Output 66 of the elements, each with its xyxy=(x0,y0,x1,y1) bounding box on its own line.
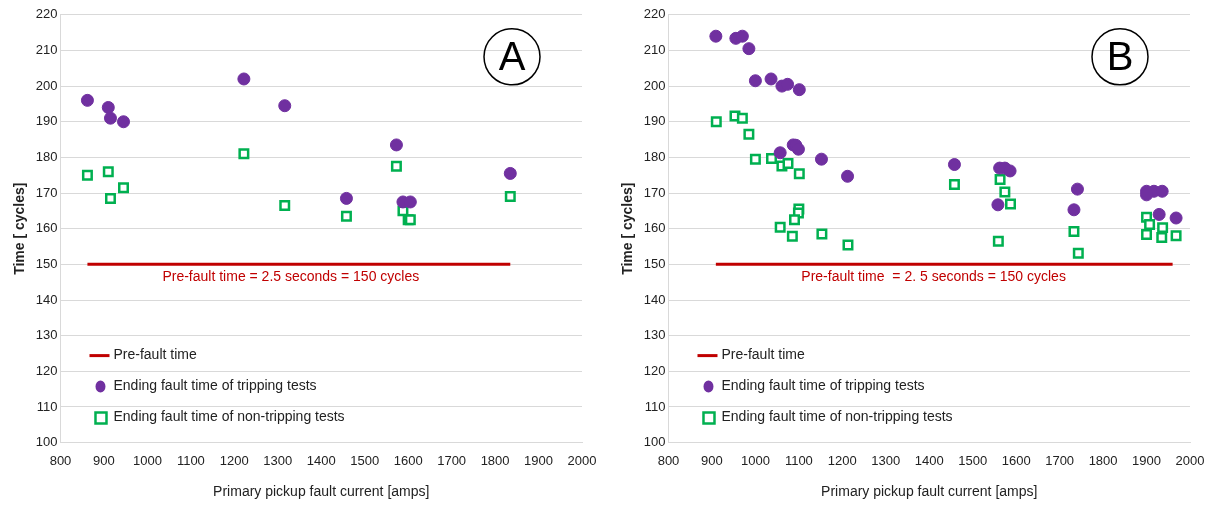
x-axis-title: Primary pickup fault current [amps] xyxy=(213,483,430,500)
legend-label: Pre-fault time xyxy=(113,346,197,363)
x-tick-label: 1000 xyxy=(740,452,770,468)
y-tick-label: 130 xyxy=(35,327,58,343)
x-tick-label: 1200 xyxy=(827,452,857,468)
y-tick-label: 140 xyxy=(35,291,58,307)
x-tick-label: 1300 xyxy=(871,452,901,468)
x-tick-label: 900 xyxy=(93,452,115,468)
y-tick-label: 160 xyxy=(35,220,58,236)
x-tick-label: 1800 xyxy=(1088,452,1118,468)
annotation: B xyxy=(1106,33,1134,78)
x-tick-label: 900 xyxy=(701,452,723,468)
y-tick-label: 190 xyxy=(643,113,666,129)
y-tick-label: 180 xyxy=(643,148,666,164)
y-tick-label: 170 xyxy=(643,184,666,200)
y-tick-label: 120 xyxy=(643,362,666,378)
y-tick-label: 120 xyxy=(35,362,58,378)
x-tick-label: 1900 xyxy=(524,452,553,468)
legend-label: Ending fault time of non-tripping tests xyxy=(113,408,345,425)
y-tick-label: 190 xyxy=(35,113,58,129)
y-tick-label: 170 xyxy=(35,184,58,200)
y-tick-label: 180 xyxy=(35,148,58,164)
x-tick-label: 1500 xyxy=(350,452,380,468)
legend-label: Ending fault time of tripping tests xyxy=(721,377,925,394)
legend-label: Ending fault time of non-tripping tests xyxy=(721,408,953,425)
x-tick-label: 1500 xyxy=(958,452,988,468)
x-tick-label: 2000 xyxy=(567,452,597,468)
x-tick-label: 1000 xyxy=(132,452,162,468)
x-tick-label: 1100 xyxy=(784,452,813,468)
y-tick-label: 150 xyxy=(643,255,666,271)
y-tick-label: 220 xyxy=(643,6,666,22)
x-tick-label: 1400 xyxy=(914,452,944,468)
x-tick-label: 1800 xyxy=(480,452,510,468)
x-tick-label: 1600 xyxy=(1001,452,1031,468)
x-tick-label: 1400 xyxy=(306,452,336,468)
y-tick-label: 110 xyxy=(36,398,58,414)
x-tick-label: 800 xyxy=(49,452,72,468)
annotation: Pre-fault time = 2. 5 seconds = 150 cycles xyxy=(801,268,1066,285)
y-tick-label: 200 xyxy=(35,77,58,93)
y-tick-label: 110 xyxy=(644,398,666,414)
x-tick-label: 1900 xyxy=(1132,452,1161,468)
y-tick-label: 140 xyxy=(643,291,666,307)
x-tick-label: 1700 xyxy=(437,452,467,468)
x-tick-label: 1300 xyxy=(263,452,293,468)
y-tick-label: 220 xyxy=(35,6,58,22)
y-tick-label: 130 xyxy=(643,327,666,343)
x-tick-label: 2000 xyxy=(1175,452,1205,468)
y-tick-label: 210 xyxy=(643,42,666,58)
legend-label: Ending fault time of tripping tests xyxy=(113,377,317,394)
x-tick-label: 1600 xyxy=(393,452,423,468)
x-axis-title: Primary pickup fault current [amps] xyxy=(821,483,1038,500)
y-axis-title: Time [ cycles] xyxy=(11,182,28,275)
x-tick-label: 1100 xyxy=(176,452,205,468)
annotation: A xyxy=(498,33,526,78)
y-tick-label: 200 xyxy=(643,77,666,93)
y-axis-title: Time [ cycles] xyxy=(619,182,636,275)
y-tick-label: 100 xyxy=(643,434,666,450)
legend-label: Pre-fault time xyxy=(721,346,805,363)
y-tick-label: 150 xyxy=(35,255,58,271)
x-tick-label: 1700 xyxy=(1045,452,1075,468)
x-tick-label: 800 xyxy=(657,452,680,468)
x-tick-label: 1200 xyxy=(219,452,249,468)
annotation: Pre-fault time = 2.5 seconds = 150 cycles xyxy=(162,268,420,285)
y-tick-label: 210 xyxy=(35,42,58,58)
y-tick-label: 160 xyxy=(643,220,666,236)
y-tick-label: 100 xyxy=(35,434,58,450)
